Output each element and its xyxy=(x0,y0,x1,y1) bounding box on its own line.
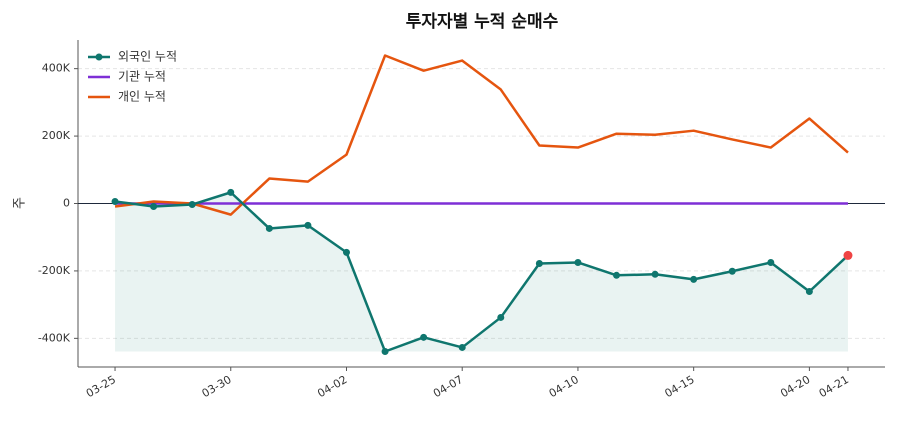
point xyxy=(150,203,158,211)
point xyxy=(728,267,736,275)
point xyxy=(651,270,659,278)
legend-label: 외국인 누적 xyxy=(118,50,177,64)
point xyxy=(227,188,235,196)
series-line xyxy=(114,54,849,216)
y-tick-label: 200K xyxy=(42,129,71,142)
point xyxy=(111,197,119,205)
point xyxy=(535,260,543,268)
point xyxy=(420,333,428,341)
y-tick-label: -200K xyxy=(38,264,71,277)
point xyxy=(843,250,853,260)
x-tick-label: 04-10 xyxy=(547,373,581,400)
point xyxy=(458,343,466,351)
point xyxy=(342,248,350,256)
x-tick-label: 03-30 xyxy=(200,373,234,400)
y-tick-label: 0 xyxy=(63,197,70,210)
x-tick-label: 04-02 xyxy=(315,373,349,400)
x-tick-label: 04-21 xyxy=(817,373,851,400)
legend-label: 기관 누적 xyxy=(118,70,166,84)
point xyxy=(767,258,775,266)
point xyxy=(304,221,312,229)
point xyxy=(381,347,389,355)
point xyxy=(188,201,196,209)
x-tick-label: 04-15 xyxy=(662,373,696,400)
y-tick-label: 400K xyxy=(42,62,71,75)
x-tick-label: 03-25 xyxy=(84,373,118,400)
x-tick-label: 04-07 xyxy=(431,373,465,400)
series-line xyxy=(114,191,849,353)
legend-label: 개인 누적 xyxy=(118,90,166,104)
y-axis-label: 주 xyxy=(13,197,28,209)
point xyxy=(574,258,582,266)
point xyxy=(613,271,621,279)
point xyxy=(497,313,505,321)
chart-title: 투자자별 누적 순매수 xyxy=(406,12,559,32)
area-fill xyxy=(115,192,848,352)
point xyxy=(690,275,698,283)
point xyxy=(265,224,273,232)
legend-marker xyxy=(95,53,103,61)
point xyxy=(805,287,813,295)
x-tick-label: 04-20 xyxy=(778,373,812,400)
y-tick-label: -400K xyxy=(38,331,71,344)
